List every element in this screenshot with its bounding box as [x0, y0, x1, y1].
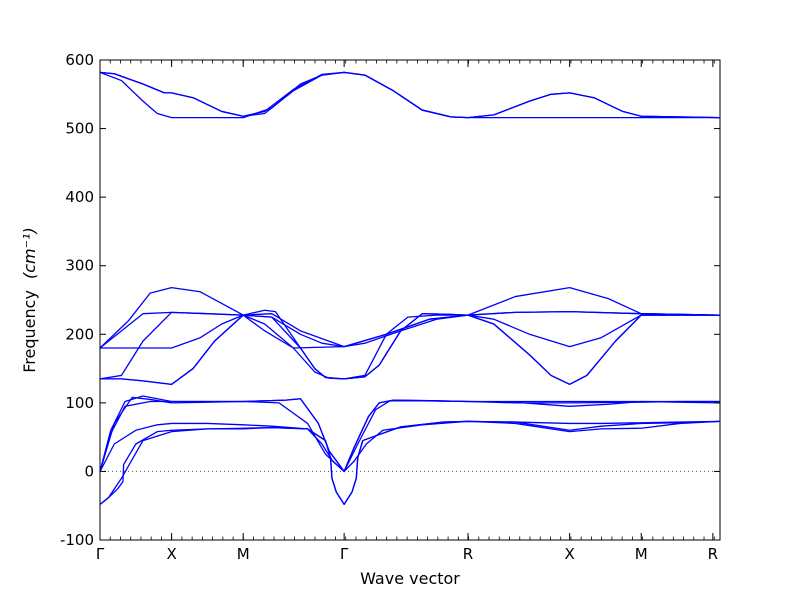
- y-tick-label: 500: [65, 120, 94, 138]
- y-tick-label: 100: [65, 394, 94, 412]
- x-tick-label: M: [237, 545, 250, 563]
- series-line-12: [99, 311, 721, 349]
- x-tick-label: X: [166, 545, 176, 563]
- series-line-13: [99, 71, 721, 119]
- y-tick-label: 200: [65, 325, 94, 343]
- plot-frame: [99, 59, 721, 541]
- x-tick-label: Γ: [340, 545, 349, 563]
- series-line-1: [99, 420, 721, 505]
- series-line-15: [99, 71, 720, 119]
- series-line-4: [99, 396, 720, 473]
- x-axis-label: Wave vector: [360, 569, 460, 588]
- axes-layer: -100 0 100 200 300 400 500 600 Γ X M Γ R X M R: [60, 51, 721, 563]
- y-axis-label-unit: (cm⁻¹): [20, 227, 39, 279]
- x-tick-label: Γ: [96, 545, 105, 563]
- x-tick-label: M: [635, 545, 648, 563]
- series-line-10: [100, 314, 720, 349]
- series-line-6: [99, 398, 720, 473]
- y-tick-label: -100: [60, 531, 94, 549]
- series-line-7: [100, 313, 720, 385]
- x-tick-label: R: [463, 545, 473, 563]
- y-axis-label-text: Frequency: [20, 290, 39, 373]
- x-tick-label: X: [565, 545, 575, 563]
- series-line-2: [99, 420, 721, 505]
- series-line-8: [100, 309, 720, 385]
- y-tick-label: 400: [65, 188, 94, 206]
- x-tick-label: R: [708, 545, 718, 563]
- y-tick-label: 0: [84, 462, 94, 480]
- y-tick-label: 600: [65, 51, 94, 69]
- series-line-5: [99, 395, 721, 473]
- y-tick-label: 300: [65, 257, 94, 275]
- series-layer: [99, 71, 721, 505]
- y-axis-label: Frequency (cm⁻¹): [20, 227, 39, 372]
- series-line-14: [99, 71, 721, 119]
- series-line-11: [99, 287, 721, 349]
